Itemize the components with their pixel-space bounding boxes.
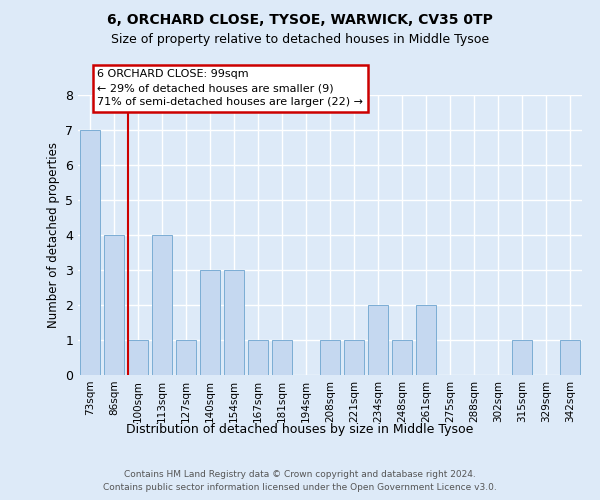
Text: Size of property relative to detached houses in Middle Tysoe: Size of property relative to detached ho…	[111, 32, 489, 46]
Bar	[104, 235, 124, 375]
Text: 6, ORCHARD CLOSE, TYSOE, WARWICK, CV35 0TP: 6, ORCHARD CLOSE, TYSOE, WARWICK, CV35 0…	[107, 12, 493, 26]
Bar	[368, 305, 388, 375]
Text: Contains HM Land Registry data © Crown copyright and database right 2024.: Contains HM Land Registry data © Crown c…	[124, 470, 476, 479]
Bar	[176, 340, 196, 375]
Bar	[128, 340, 148, 375]
Bar	[152, 235, 172, 375]
Bar	[224, 270, 244, 375]
Bar	[344, 340, 364, 375]
Text: 6 ORCHARD CLOSE: 99sqm
← 29% of detached houses are smaller (9)
71% of semi-deta: 6 ORCHARD CLOSE: 99sqm ← 29% of detached…	[97, 69, 363, 108]
Bar	[560, 340, 580, 375]
Bar	[320, 340, 340, 375]
Bar	[200, 270, 220, 375]
Bar	[272, 340, 292, 375]
Bar	[392, 340, 412, 375]
Text: Distribution of detached houses by size in Middle Tysoe: Distribution of detached houses by size …	[127, 422, 473, 436]
Text: Contains public sector information licensed under the Open Government Licence v3: Contains public sector information licen…	[103, 482, 497, 492]
Bar	[80, 130, 100, 375]
Bar	[248, 340, 268, 375]
Y-axis label: Number of detached properties: Number of detached properties	[47, 142, 59, 328]
Bar	[512, 340, 532, 375]
Bar	[416, 305, 436, 375]
